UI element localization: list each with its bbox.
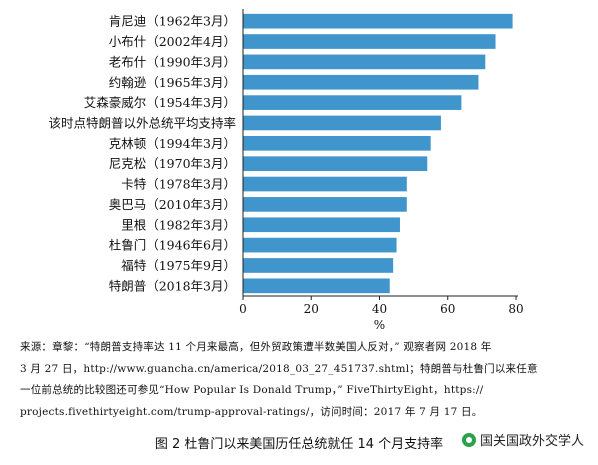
bar (243, 34, 496, 49)
x-tick-label: 40 (372, 302, 387, 316)
watermark-text: 国关国政外交学人 (479, 434, 584, 449)
category-label: 约翰逊（1965年3月） (109, 75, 236, 90)
category-label: 卡特（1978年3月） (121, 177, 236, 192)
category-label: 老布什（1990年3月） (109, 54, 236, 69)
bar (243, 278, 390, 294)
category-label: 特朗普（2018年3月） (109, 278, 236, 293)
watermark: 国关国政外交学人 (461, 430, 584, 449)
bar (243, 74, 479, 90)
bar (243, 13, 513, 29)
source-line: projects.fivethirtyeight.com/trump-appro… (20, 405, 483, 418)
source-line: 3 月 27 日，http://www.guancha.cn/america/2… (20, 362, 538, 375)
category-label: 尼克松（1970年3月） (109, 156, 236, 171)
source-line: 一位前总统的比较图还可参见“How Popular Is Donald Trum… (20, 384, 484, 396)
bar (243, 95, 462, 110)
x-tick-label: 80 (508, 302, 523, 316)
figure-caption: 图 2 杜鲁门以来美国历任总统就任 14 个月支持率 (154, 437, 444, 452)
bar-chart: 肯尼迪（1962年3月） 小布什（2002年4月） 老布什（1990年3月） 约翰逊（… (48, 9, 524, 332)
bar (243, 217, 400, 233)
category-label: 里根（1982年3月） (121, 217, 236, 232)
bar (243, 237, 397, 253)
bar (243, 156, 428, 172)
category-label: 福特（1975年9月） (121, 258, 236, 273)
bar (243, 135, 431, 151)
category-label: 克林顿（1994年3月） (109, 136, 236, 151)
category-label: 杜鲁门（1946年6月） (109, 238, 236, 253)
bar (243, 54, 486, 70)
x-axis-label: % (374, 318, 385, 332)
x-tick-label: 0 (239, 302, 247, 316)
bar (243, 115, 441, 131)
bar (243, 197, 407, 212)
category-label: 奥巴马（2010年3月） (109, 197, 236, 212)
x-tick-label: 60 (440, 302, 455, 316)
bar (243, 176, 407, 192)
category-label: 艾森豪威尔（1954年3月） (84, 95, 236, 110)
source-note: 来源：章黎：“特朗普支持率达 11 个月来最高，但外贸政策遭半数美国人反对，” … (20, 337, 580, 423)
x-tick-label: 20 (304, 302, 319, 316)
category-label: 小布什（2002年4月） (109, 34, 236, 49)
wechat-icon (461, 432, 476, 447)
bar (243, 258, 394, 273)
category-label: 肯尼迪（1962年3月） (109, 14, 236, 29)
category-label: 该时点特朗普以外总统平均支持率 (48, 115, 236, 130)
source-line: 来源：章黎：“特朗普支持率达 11 个月来最高，但外贸政策遭半数美国人反对，” … (20, 341, 492, 353)
